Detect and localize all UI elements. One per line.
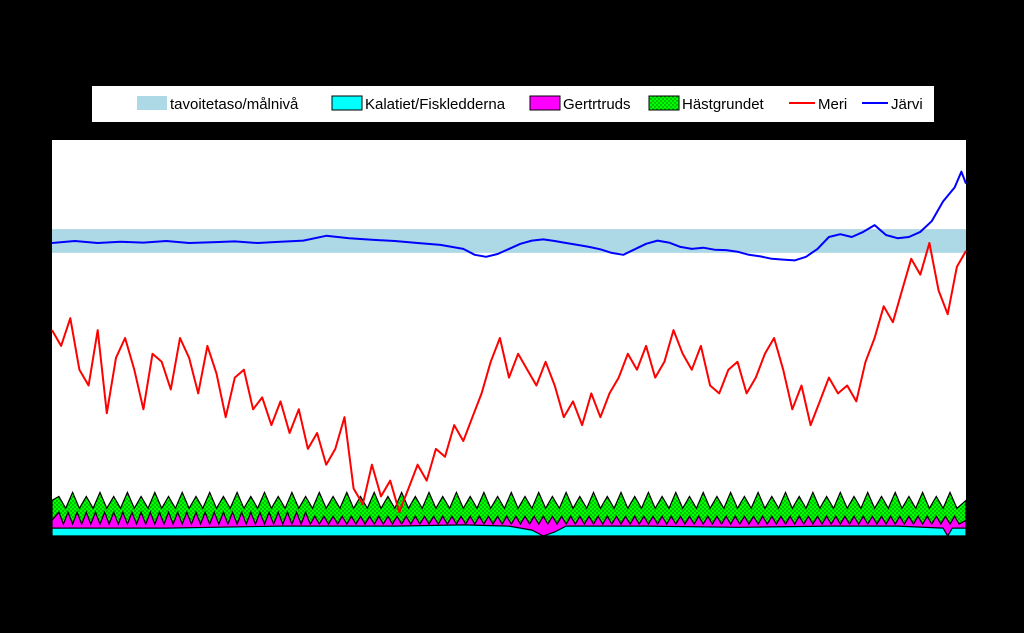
plot-background bbox=[52, 140, 966, 536]
legend-label-kala: Kalatiet/Fiskledderna bbox=[365, 96, 506, 113]
legend-swatch-gert bbox=[529, 95, 561, 111]
line-series-meri bbox=[51, 242, 967, 514]
legend-swatch-band bbox=[137, 96, 167, 110]
area-series-kalatiet-fiskledderna bbox=[51, 524, 967, 538]
legend-label-hast: Hästgrundet bbox=[682, 96, 765, 113]
legend-label-gert: Gertrtruds bbox=[563, 96, 631, 113]
line-series-j-rvi bbox=[51, 170, 967, 262]
legend-swatch-hast bbox=[648, 95, 680, 111]
legend-swatch-kala bbox=[331, 95, 363, 111]
plot-area bbox=[51, 140, 967, 538]
legend-label-band: tavoitetaso/målnivå bbox=[170, 96, 299, 113]
legend-label-meri: Meri bbox=[818, 96, 847, 113]
legend-label-jarvi: Järvi bbox=[891, 96, 923, 113]
target-band bbox=[52, 229, 966, 253]
legend: tavoitetaso/målnivå Kalatiet/Fiskleddern… bbox=[92, 86, 934, 122]
